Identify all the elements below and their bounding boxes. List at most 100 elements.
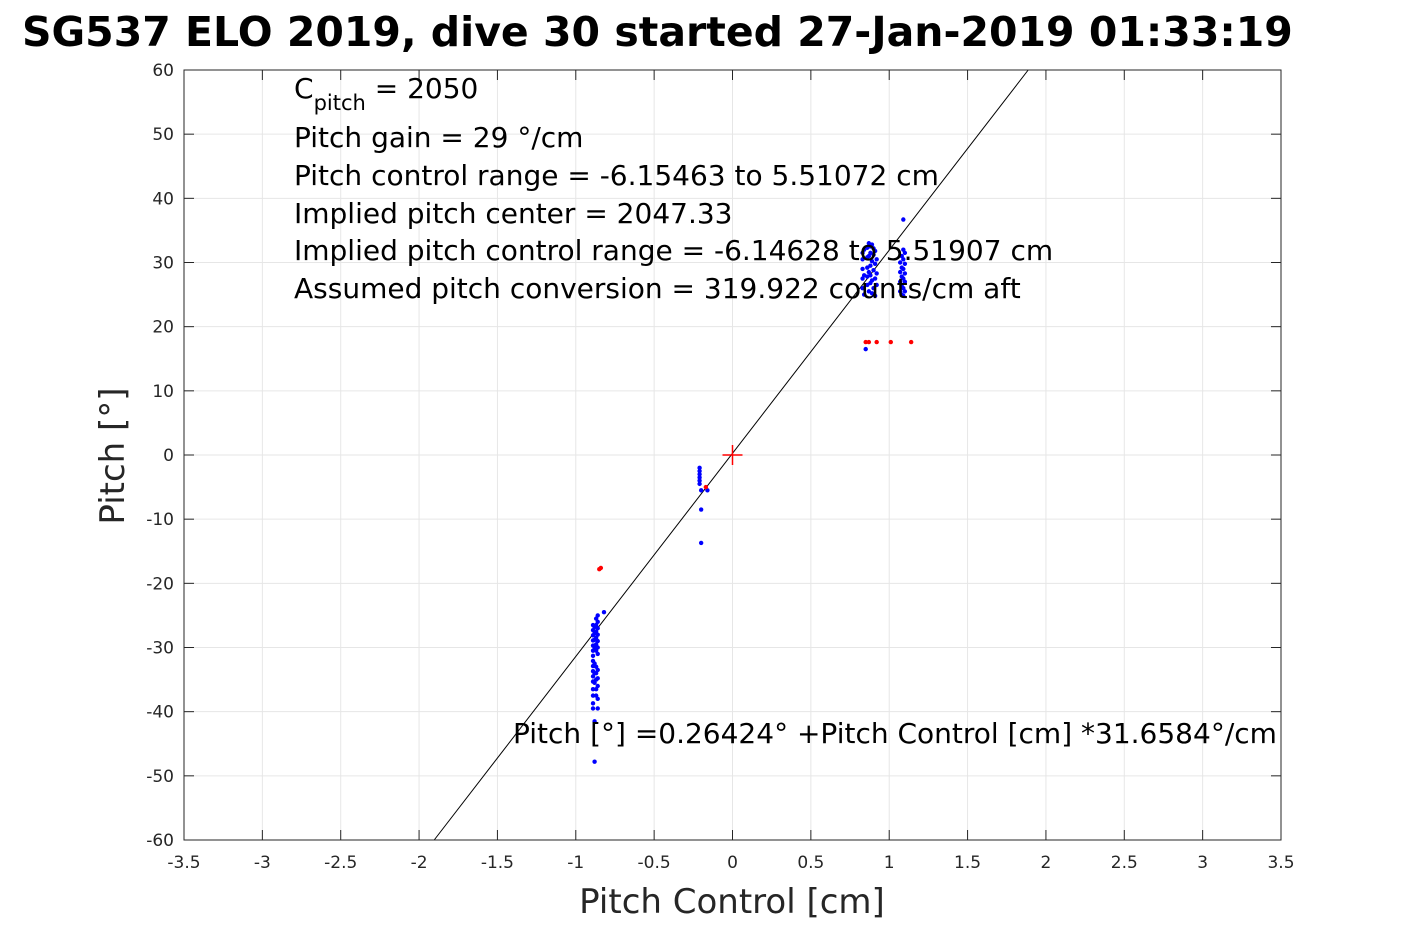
- data-point: [888, 339, 893, 345]
- x-tick-label: 1: [884, 853, 895, 873]
- y-tick-label: 20: [152, 318, 174, 338]
- data-point: [902, 279, 908, 284]
- data-point: [601, 610, 607, 615]
- data-point: [871, 285, 876, 291]
- fit-equation: Pitch [°] =0.26424° +Pitch Control [cm] …: [513, 717, 1277, 750]
- x-tick-label: -2.5: [324, 853, 357, 873]
- y-tick-label: 30: [152, 254, 174, 274]
- data-point: [592, 680, 597, 685]
- data-point: [697, 465, 702, 471]
- x-axis-label: Pitch Control [cm]: [579, 882, 885, 922]
- data-point: [592, 631, 597, 636]
- y-tick-label: -20: [146, 574, 174, 594]
- data-point: [697, 468, 702, 474]
- annotation-conversion: Assumed pitch conversion = 319.922 count…: [294, 272, 1021, 305]
- annotation-cpitch-value: = 2050: [366, 72, 479, 105]
- x-tick-label: 0.5: [797, 853, 824, 873]
- center-marker: [722, 445, 743, 465]
- data-point: [697, 481, 702, 487]
- data-point: [860, 266, 865, 272]
- data-point: [874, 282, 879, 288]
- annotation-cpitch-subscript: pitch: [314, 91, 366, 115]
- data-point: [868, 273, 873, 278]
- data-point: [869, 291, 875, 296]
- x-tick-label: 3.5: [1267, 853, 1294, 873]
- data-point: [869, 242, 875, 247]
- data-point: [872, 293, 878, 299]
- data-point: [897, 269, 903, 275]
- x-tick-label: -3.5: [167, 853, 200, 873]
- data-point: [874, 339, 879, 345]
- data-point: [869, 259, 875, 264]
- y-tick-label: -60: [146, 831, 174, 851]
- data-point: [595, 676, 600, 681]
- annotation-control-range: Pitch control range = -6.15463 to 5.5107…: [294, 159, 939, 192]
- data-point: [866, 339, 872, 345]
- data-point: [595, 683, 600, 689]
- data-point: [861, 292, 867, 297]
- chart-title: SG537 ELO 2019, dive 30 started 27-Jan-2…: [22, 8, 1293, 56]
- data-point: [871, 268, 876, 273]
- x-tick-label: -1.5: [481, 853, 514, 873]
- data-point: [902, 271, 908, 276]
- x-tick-label: 2.5: [1111, 853, 1138, 873]
- annotation-block: Cpitch = 2050 Pitch gain = 29 °/cm Pitch…: [294, 72, 1053, 305]
- x-tick-label: 2: [1041, 853, 1052, 873]
- annotation-cpitch-main: C: [294, 72, 314, 105]
- data-point: [697, 475, 702, 480]
- data-point: [697, 472, 702, 477]
- data-point: [595, 613, 600, 618]
- data-point: [595, 651, 600, 657]
- data-point: [901, 217, 906, 222]
- y-tick-label: 50: [152, 125, 174, 145]
- data-point: [590, 706, 596, 711]
- data-point: [860, 285, 865, 291]
- data-point: [592, 624, 597, 630]
- center-marker-group: [722, 445, 743, 465]
- data-point: [698, 540, 704, 546]
- y-tick-label: -30: [146, 639, 174, 659]
- data-point: [595, 619, 600, 625]
- y-tick-label: 40: [152, 189, 174, 209]
- data-point: [863, 346, 868, 352]
- data-point: [901, 293, 906, 299]
- data-point: [697, 478, 702, 483]
- y-axis-label: Pitch [°]: [93, 387, 133, 524]
- scatter-points: [590, 217, 914, 764]
- x-tick-label: -3: [254, 853, 271, 873]
- data-point: [698, 488, 704, 493]
- y-tick-label: -10: [146, 510, 174, 530]
- data-point: [902, 289, 908, 294]
- data-point: [868, 263, 873, 268]
- x-tick-label: -0.5: [638, 853, 671, 873]
- data-point: [595, 696, 600, 702]
- data-point: [595, 645, 600, 650]
- tick-marks: [183, 69, 1282, 841]
- data-point: [908, 339, 914, 345]
- x-tick-label: -2: [411, 853, 428, 873]
- data-point: [598, 565, 604, 571]
- y-tick-label: 10: [152, 382, 174, 402]
- data-point: [874, 257, 879, 262]
- x-tick-label: 1.5: [954, 853, 981, 873]
- data-point: [592, 645, 597, 650]
- data-point: [860, 257, 865, 262]
- data-point: [590, 687, 596, 692]
- y-tick-label: -40: [146, 703, 174, 723]
- data-point: [874, 271, 879, 276]
- x-tick-label: -1: [567, 853, 584, 873]
- y-tick-label: 60: [152, 61, 174, 81]
- data-point: [871, 252, 876, 257]
- y-tick-labels: -60 -50 -40 -30 -20 -10 0 10 20 30 40 50 60: [146, 61, 174, 851]
- data-point: [592, 637, 597, 642]
- data-point: [595, 706, 600, 711]
- data-point: [592, 661, 597, 666]
- data-point: [897, 279, 903, 284]
- y-tick-label: -50: [146, 767, 174, 787]
- y-tick-label: 0: [163, 446, 174, 466]
- data-point: [595, 667, 600, 673]
- data-point: [592, 759, 597, 764]
- data-point: [897, 260, 903, 265]
- data-series: [597, 339, 914, 572]
